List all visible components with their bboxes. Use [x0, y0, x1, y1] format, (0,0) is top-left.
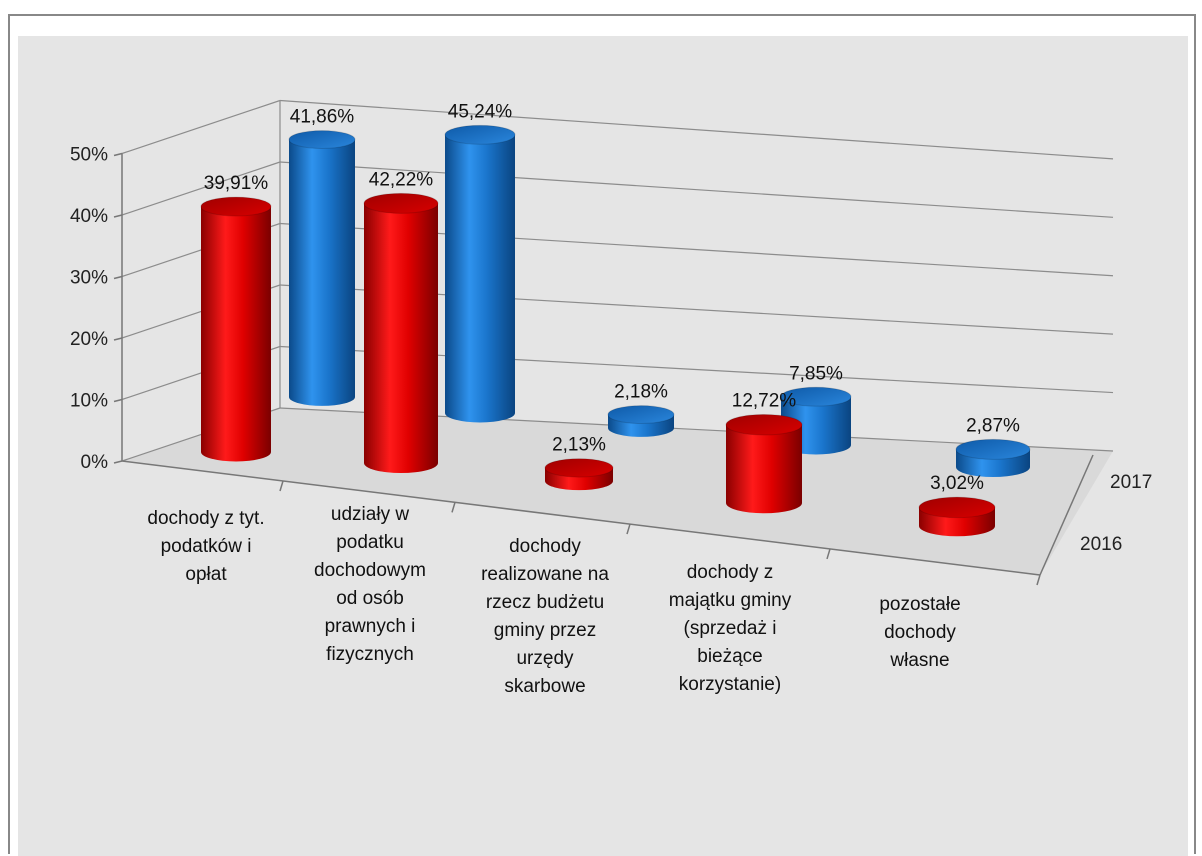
- category-label: rzecz budżetu: [486, 592, 604, 613]
- bar-2017-top: [780, 386, 852, 407]
- category-label: opłat: [185, 564, 227, 585]
- bar-2016-top: [544, 458, 614, 478]
- y-tick-label: 30%: [70, 268, 108, 289]
- bar-2016-top: [725, 414, 803, 436]
- category-label: skarbowe: [504, 676, 585, 697]
- bar-2017-top: [288, 130, 356, 149]
- series-axis-label: 2016: [1080, 534, 1122, 555]
- y-tick-mark: [113, 214, 123, 218]
- gridline: [279, 161, 1114, 218]
- y-tick-mark: [113, 275, 123, 280]
- data-label: 2,87%: [966, 415, 1020, 436]
- bar-2016: [544, 458, 614, 491]
- category-label: pozostałe: [879, 594, 960, 615]
- wall-gridline: [121, 161, 281, 216]
- category-label: dochody: [509, 536, 581, 557]
- bar-2016-top: [363, 192, 439, 214]
- x-axis-line: [121, 460, 1041, 576]
- bar-2016-top: [918, 496, 996, 519]
- x-tick-mark: [279, 480, 284, 492]
- category-label: korzystanie): [679, 674, 781, 695]
- category-label: dochody z tyt.: [147, 508, 264, 529]
- bar-2016: [725, 414, 803, 514]
- bar-2016-body: [726, 424, 802, 514]
- data-label: 41,86%: [290, 107, 355, 128]
- x-tick-mark: [1036, 574, 1041, 586]
- bar-2016-body: [201, 206, 271, 462]
- bar-2016: [363, 192, 439, 473]
- y-tick-label: 10%: [70, 391, 108, 412]
- bar-2016-body: [364, 203, 438, 473]
- category-label: dochodowym: [314, 560, 426, 581]
- data-label: 39,91%: [204, 173, 269, 194]
- bar-2017-top: [955, 438, 1031, 460]
- category-label: majątku gminy: [669, 590, 792, 611]
- bar-2017-top: [607, 405, 675, 425]
- y-tick-label: 50%: [70, 145, 108, 166]
- category-label: realizowane na: [481, 564, 609, 585]
- y-tick-mark: [113, 460, 123, 464]
- category-label: bieżące: [697, 646, 763, 667]
- data-label: 7,85%: [789, 363, 843, 384]
- category-label: własne: [889, 650, 949, 671]
- bar-2017-body: [445, 134, 515, 423]
- category-label: dochody: [884, 622, 956, 643]
- category-label: podatku: [336, 532, 404, 553]
- y-tick-label: 20%: [70, 329, 108, 350]
- x-tick-mark: [451, 502, 456, 513]
- y-tick-mark: [113, 398, 123, 403]
- text-layer: 0% 10% 20% 30% 40% 50% 2017 2016 41,86% 45,24% 2,1…: [70, 101, 1152, 697]
- category-label: dochody z: [687, 562, 774, 583]
- bar-2017: [288, 130, 356, 406]
- data-label: 3,02%: [930, 473, 984, 494]
- data-label: 2,18%: [614, 382, 668, 403]
- y-tick-label: 0%: [81, 452, 109, 473]
- bar-2017-body: [289, 139, 355, 406]
- bar-2017: [444, 124, 516, 423]
- series-axis-label: 2017: [1110, 472, 1152, 493]
- category-label: udziały w: [331, 504, 409, 525]
- x-tick-mark: [826, 548, 831, 560]
- data-label: 2,13%: [552, 435, 606, 456]
- wall-gridline: [121, 99, 281, 155]
- x-tick-mark: [626, 523, 631, 535]
- category-label: fizycznych: [326, 644, 414, 665]
- category-label: (sprzedaż i: [684, 618, 777, 639]
- y-tick-mark: [113, 337, 123, 341]
- category-label: podatków i: [161, 536, 252, 557]
- category-label: gminy przez: [494, 620, 596, 641]
- bar-2016: [200, 196, 272, 462]
- marks-layer: [200, 124, 1031, 537]
- y-tick-label: 40%: [70, 206, 108, 227]
- y-tick-mark: [113, 152, 123, 157]
- category-label: od osób: [336, 588, 404, 609]
- gridline: [279, 99, 1114, 160]
- bar-2017: [607, 405, 675, 437]
- data-label: 45,24%: [448, 101, 513, 122]
- category-label: urzędy: [516, 648, 574, 669]
- depth-axis-line: [1039, 454, 1094, 576]
- data-label: 42,22%: [369, 169, 434, 190]
- data-label: 12,72%: [732, 391, 797, 412]
- bar-2016-top: [200, 196, 272, 217]
- category-label: prawnych i: [325, 616, 416, 637]
- bar-2017-top: [444, 124, 516, 145]
- bar-2016: [918, 496, 996, 537]
- bar-2017: [955, 438, 1031, 477]
